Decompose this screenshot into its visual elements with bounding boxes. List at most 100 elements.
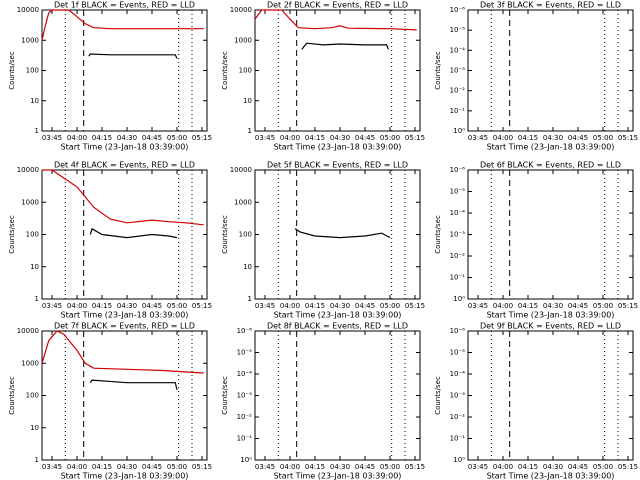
x-tick-label: 04:30 — [543, 463, 563, 471]
x-tick-label: 05:00 — [380, 463, 400, 471]
plot-frame — [467, 9, 634, 132]
panel-title: Det 3f BLACK = Events, RED = LLD — [480, 1, 621, 10]
y-tick-label: 10⁻³ — [237, 392, 253, 400]
y-tick-label: 10 — [243, 97, 252, 105]
y-tick-label: 10 — [30, 97, 39, 105]
x-tick-label: 05:15 — [405, 134, 425, 142]
y-tick-label: 1 — [35, 295, 39, 303]
y-tick-label: 10⁻⁵ — [450, 26, 466, 34]
x-tick-label: 04:15 — [92, 463, 112, 471]
x-tick-label: 05:15 — [192, 302, 212, 310]
panel-title: Det 2f BLACK = Events, RED = LLD — [267, 1, 408, 10]
y-tick-label: 100 — [239, 231, 252, 239]
y-axis-label: Counts/sec — [221, 215, 229, 254]
y-tick-label: 100 — [239, 67, 252, 75]
y-tick-label: 1000 — [21, 36, 39, 44]
y-tick-label: 10⁰ — [453, 127, 465, 135]
y-axis-label: Counts/sec — [8, 215, 16, 254]
y-tick-label: 10⁻⁶ — [450, 166, 466, 174]
x-tick-label: 04:30 — [543, 302, 563, 310]
series-line — [41, 330, 204, 374]
y-tick-label: 10⁻⁶ — [237, 327, 253, 335]
y-tick-label: 10⁰ — [240, 456, 252, 464]
y-tick-label: 10⁻¹ — [450, 274, 466, 282]
y-tick-label: 1 — [35, 127, 39, 135]
x-tick-label: 05:00 — [167, 463, 187, 471]
x-tick-label: 03:45 — [255, 463, 275, 471]
y-tick-label: 10000 — [17, 6, 39, 14]
x-tick-label: 04:45 — [568, 134, 588, 142]
plot-frame — [254, 9, 421, 132]
x-tick-label: 04:45 — [568, 463, 588, 471]
x-tick-label: 04:00 — [67, 134, 87, 142]
x-tick-label: 05:15 — [618, 302, 638, 310]
plot-frame — [41, 330, 208, 461]
y-tick-label: 10⁻⁵ — [237, 349, 253, 357]
x-tick-label: 04:00 — [493, 302, 513, 310]
x-axis-label: Start Time (23-Jan-18 03:39:00) — [61, 311, 189, 320]
series-line — [42, 169, 204, 226]
y-tick-label: 10⁻² — [450, 252, 466, 260]
x-tick-label: 04:30 — [117, 302, 137, 310]
series-line — [254, 9, 417, 31]
y-tick-label: 10⁻⁶ — [450, 327, 466, 335]
plot-frame — [467, 330, 634, 461]
x-tick-label: 04:30 — [543, 134, 563, 142]
y-tick-label: 10 — [30, 424, 39, 432]
y-axis-label: Counts/sec — [434, 51, 442, 90]
y-tick-label: 10⁻¹ — [237, 435, 253, 443]
y-tick-label: 10000 — [17, 166, 39, 174]
y-tick-label: 10⁻³ — [450, 392, 466, 400]
x-tick-label: 04:00 — [280, 134, 300, 142]
y-tick-label: 10⁻¹ — [450, 107, 466, 115]
x-tick-label: 03:45 — [468, 302, 488, 310]
x-tick-label: 04:15 — [305, 134, 325, 142]
series-line — [88, 53, 178, 59]
x-axis-label: Start Time (23-Jan-18 03:39:00) — [274, 472, 402, 480]
x-tick-label: 04:15 — [92, 134, 112, 142]
series-line — [301, 42, 389, 50]
panel-title: Det 9f BLACK = Events, RED = LLD — [480, 322, 621, 331]
x-tick-label: 04:15 — [518, 302, 538, 310]
x-tick-label: 05:15 — [192, 463, 212, 471]
x-tick-label: 05:15 — [618, 463, 638, 471]
x-tick-label: 03:45 — [255, 302, 275, 310]
x-axis-label: Start Time (23-Jan-18 03:39:00) — [487, 311, 615, 320]
x-tick-label: 03:45 — [42, 302, 62, 310]
x-axis-label: Start Time (23-Jan-18 03:39:00) — [487, 472, 615, 480]
y-tick-label: 1 — [248, 295, 252, 303]
y-tick-label: 1000 — [21, 359, 39, 367]
x-tick-label: 04:15 — [305, 463, 325, 471]
panel-title: Det 7f BLACK = Events, RED = LLD — [54, 322, 195, 331]
x-tick-label: 04:15 — [518, 134, 538, 142]
x-tick-label: 05:00 — [167, 302, 187, 310]
x-tick-label: 05:15 — [405, 463, 425, 471]
y-tick-label: 10000 — [230, 166, 252, 174]
y-tick-label: 10⁰ — [453, 456, 465, 464]
y-tick-label: 10⁻³ — [450, 67, 466, 75]
x-tick-label: 04:45 — [355, 302, 375, 310]
y-tick-label: 10⁻¹ — [450, 435, 466, 443]
x-tick-label: 04:00 — [493, 463, 513, 471]
y-tick-label: 1 — [248, 127, 252, 135]
x-tick-label: 03:45 — [468, 463, 488, 471]
x-tick-label: 04:45 — [355, 134, 375, 142]
x-tick-label: 04:30 — [330, 463, 350, 471]
plot-frame — [467, 169, 634, 300]
panel-title: Det 8f BLACK = Events, RED = LLD — [267, 322, 408, 331]
y-tick-label: 10⁻² — [237, 413, 253, 421]
x-tick-label: 05:00 — [380, 302, 400, 310]
x-tick-label: 05:15 — [618, 134, 638, 142]
x-tick-label: 05:00 — [593, 302, 613, 310]
x-axis-label: Start Time (23-Jan-18 03:39:00) — [61, 143, 189, 152]
x-tick-label: 04:45 — [568, 302, 588, 310]
panel-title: Det 1f BLACK = Events, RED = LLD — [54, 1, 195, 10]
x-tick-label: 04:00 — [67, 302, 87, 310]
plot-frame — [254, 169, 421, 300]
y-tick-label: 1 — [35, 456, 39, 464]
y-tick-label: 1000 — [234, 36, 252, 44]
x-tick-label: 03:45 — [468, 134, 488, 142]
y-tick-label: 100 — [26, 67, 39, 75]
x-tick-label: 04:00 — [280, 302, 300, 310]
x-tick-label: 05:00 — [380, 134, 400, 142]
